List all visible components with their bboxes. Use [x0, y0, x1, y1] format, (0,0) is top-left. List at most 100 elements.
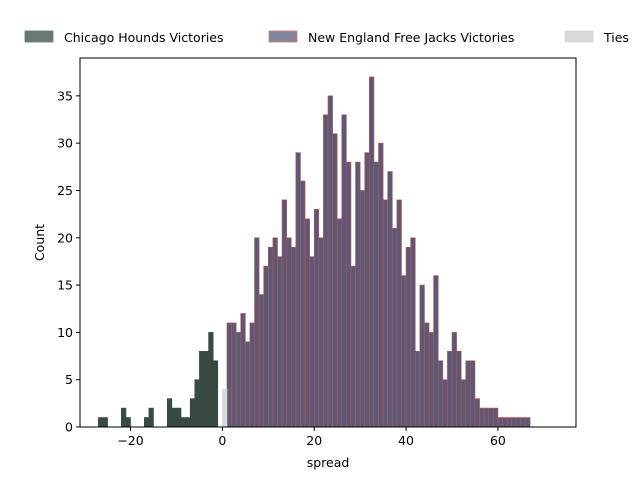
bar-series-0 — [98, 417, 104, 428]
bar-series-1 — [267, 246, 274, 428]
axes-layer: −20 0 20 40 60 0 5 10 15 20 25 30 35 — [57, 88, 506, 448]
bar-series-1 — [456, 351, 462, 428]
x-axis-label: spread — [307, 455, 350, 470]
y-tick-label: 35 — [57, 88, 73, 103]
y-tick-label: 20 — [57, 230, 73, 245]
y-tick-label: 25 — [57, 183, 73, 198]
bar-series-0 — [199, 351, 205, 428]
bar-series-0 — [125, 417, 131, 428]
bar-series-1 — [336, 218, 343, 428]
bar-series-1 — [391, 228, 398, 428]
x-tick-label: 0 — [218, 433, 226, 448]
bar-series-1 — [474, 398, 480, 428]
bar-series-1 — [520, 417, 526, 428]
bar-series-1 — [359, 190, 366, 428]
x-tick-label: −20 — [117, 433, 143, 448]
bar-series-1 — [373, 161, 379, 428]
bar-series-0 — [143, 417, 150, 428]
bar-series-1 — [460, 379, 467, 428]
bar-series-0 — [121, 407, 127, 428]
x-tick-label: 60 — [490, 433, 506, 448]
bar-series-0 — [212, 360, 219, 428]
bar-series-1 — [350, 265, 356, 428]
bar-series-0 — [208, 332, 214, 428]
bar-series-0 — [176, 407, 182, 428]
bar-series-1 — [437, 360, 444, 428]
bar-series-1 — [245, 341, 251, 428]
bar-series-0 — [203, 351, 209, 428]
bar-series-1 — [300, 180, 306, 428]
bar-series-1 — [465, 360, 471, 428]
bar-series-1 — [304, 218, 310, 428]
y-tick-label: 30 — [57, 136, 73, 151]
bar-series-1 — [323, 114, 329, 428]
bar-series-1 — [442, 379, 448, 428]
bar-series-1 — [502, 417, 508, 428]
bar-series-1 — [433, 275, 439, 428]
bar-series-1 — [332, 133, 338, 428]
bar-series-1 — [419, 284, 425, 428]
bar-series-0 — [171, 407, 177, 428]
bar-series-1 — [493, 407, 499, 428]
bar-series-1 — [226, 322, 232, 428]
bar-series-1 — [295, 152, 301, 428]
bar-series-0 — [189, 398, 196, 428]
bar-series-1 — [410, 237, 416, 428]
bar-series-1 — [290, 246, 297, 428]
bar-series-1 — [313, 209, 320, 428]
bar-series-1 — [309, 256, 315, 428]
bar-series-0 — [194, 379, 200, 428]
bar-series-1 — [327, 95, 333, 428]
bar-series-1 — [249, 322, 255, 428]
bar-series-0 — [166, 398, 173, 428]
y-tick-label: 10 — [57, 325, 73, 340]
x-tick-label: 40 — [398, 433, 414, 448]
bar-series-1 — [479, 407, 485, 428]
bar-series-1 — [515, 417, 522, 428]
bar-series-1 — [318, 237, 324, 428]
bar-series-2 — [222, 388, 228, 428]
legend-swatch — [564, 30, 594, 43]
y-axis-label: Count — [32, 224, 47, 261]
bar-series-1 — [424, 322, 430, 428]
legend-swatch — [268, 30, 298, 43]
legend-label: Chicago Hounds Victories — [64, 30, 224, 45]
bar-series-1 — [254, 237, 260, 428]
bar-series-1 — [369, 76, 375, 428]
bar-series-1 — [525, 417, 531, 428]
bar-series-1 — [281, 199, 287, 428]
x-tick-label: 20 — [306, 433, 322, 448]
legend-label: Ties — [603, 30, 629, 45]
bar-series-1 — [286, 237, 292, 428]
bar-series-1 — [341, 114, 347, 428]
bar-series-1 — [405, 246, 411, 428]
bar-series-1 — [346, 161, 352, 428]
bar-series-1 — [428, 332, 434, 428]
plot-frame — [79, 57, 577, 428]
legend-label: New England Free Jacks Victories — [308, 30, 514, 45]
bar-series-1 — [231, 322, 237, 428]
bar-series-1 — [235, 332, 242, 428]
bar-series-1 — [414, 351, 421, 428]
bar-series-1 — [470, 360, 476, 428]
bar-series-1 — [396, 199, 402, 428]
legend: Chicago Hounds Victories New England Free… — [24, 30, 629, 45]
bar-series-1 — [240, 313, 246, 428]
bar-series-0 — [180, 417, 186, 428]
bar-series-1 — [451, 332, 457, 428]
bar-series-1 — [272, 237, 278, 428]
bar-series-1 — [387, 171, 393, 428]
bar-series-1 — [382, 199, 389, 428]
bar-series-1 — [355, 161, 361, 428]
y-tick-label: 5 — [65, 372, 73, 387]
bar-series-1 — [447, 351, 453, 428]
bar-series-0 — [148, 407, 154, 428]
bar-series-1 — [378, 142, 384, 428]
bar-series-1 — [506, 417, 513, 428]
bars-layer — [98, 76, 531, 428]
bar-series-1 — [364, 152, 370, 428]
bar-series-0 — [102, 417, 108, 428]
bar-series-0 — [185, 417, 191, 428]
bar-series-1 — [263, 265, 269, 428]
